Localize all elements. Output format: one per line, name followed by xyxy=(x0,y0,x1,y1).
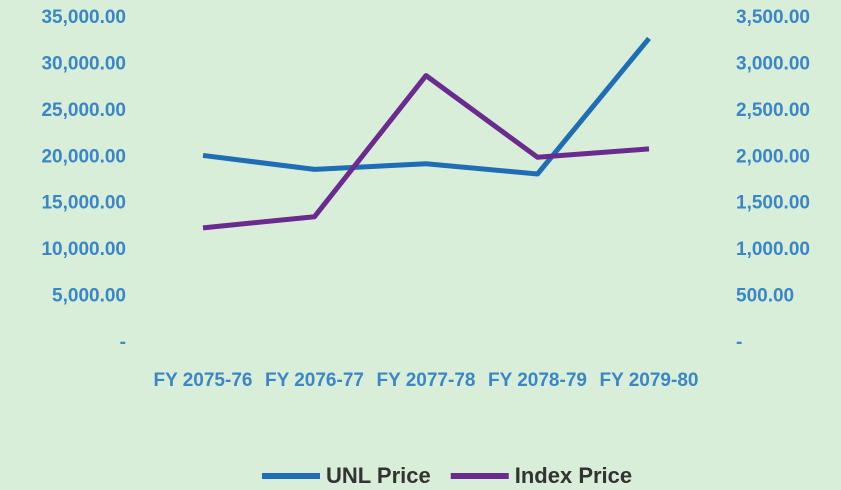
x-tick-label: FY 2077-78 xyxy=(376,370,476,391)
x-tick-label: FY 2079-80 xyxy=(599,370,699,391)
series-line xyxy=(202,36,651,177)
y2-tick-label: 3,500.00 xyxy=(736,7,810,28)
x-tick-label: FY 2078-79 xyxy=(488,370,587,391)
y2-tick-label: 500.00 xyxy=(736,286,794,307)
y-tick-label: 25,000.00 xyxy=(41,100,126,121)
y2-tick-label: 2,000.00 xyxy=(736,146,810,167)
y-tick-label: - xyxy=(120,332,126,353)
y-tick-label: 15,000.00 xyxy=(41,193,126,214)
y2-tick-label: 2,500.00 xyxy=(736,100,810,121)
y-tick-label: 30,000.00 xyxy=(41,53,126,74)
x-tick-label: FY 2075-76 xyxy=(153,370,253,391)
series-line xyxy=(202,73,650,231)
y2-tick-label: - xyxy=(736,332,742,353)
y2-tick-label: 1,500.00 xyxy=(736,193,810,214)
legend-label: UNL Price xyxy=(326,463,431,488)
y-tick-label: 35,000.00 xyxy=(41,7,126,28)
y-tick-label: 5,000.00 xyxy=(52,286,126,307)
y2-tick-label: 3,000.00 xyxy=(736,53,810,74)
y-tick-label: 20,000.00 xyxy=(41,146,126,167)
legend-label: Index Price xyxy=(515,463,632,488)
y2-tick-label: 1,000.00 xyxy=(736,239,810,260)
y-tick-label: 10,000.00 xyxy=(41,239,126,260)
x-tick-label: FY 2076-77 xyxy=(265,370,364,391)
